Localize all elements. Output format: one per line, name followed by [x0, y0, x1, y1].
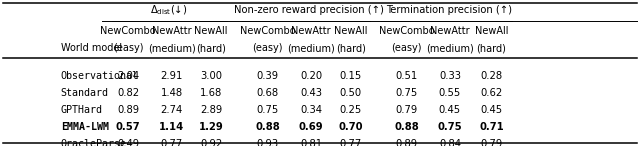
Text: 1.14: 1.14: [159, 122, 184, 132]
Text: 0.77: 0.77: [161, 139, 182, 146]
Text: 0.55: 0.55: [439, 88, 461, 98]
Text: (hard): (hard): [336, 43, 365, 53]
Text: 0.82: 0.82: [117, 88, 139, 98]
Text: NewAttr: NewAttr: [430, 26, 470, 36]
Text: (easy): (easy): [252, 43, 283, 53]
Text: 0.88: 0.88: [255, 122, 280, 132]
Text: 0.75: 0.75: [438, 122, 462, 132]
Text: 0.79: 0.79: [396, 105, 417, 115]
Text: NewAll: NewAll: [334, 26, 367, 36]
Text: 0.81: 0.81: [300, 139, 322, 146]
Text: (medium): (medium): [148, 43, 195, 53]
Text: NewCombo: NewCombo: [100, 26, 156, 36]
Text: 0.15: 0.15: [340, 71, 362, 81]
Text: 0.89: 0.89: [117, 105, 139, 115]
Text: 2.74: 2.74: [161, 105, 182, 115]
Text: 0.89: 0.89: [396, 139, 417, 146]
Text: (easy): (easy): [113, 43, 143, 53]
Text: NewAttr: NewAttr: [152, 26, 191, 36]
Text: OracleParse: OracleParse: [61, 139, 127, 146]
Text: 0.79: 0.79: [481, 139, 502, 146]
Text: 0.70: 0.70: [339, 122, 363, 132]
Text: 0.49: 0.49: [117, 139, 139, 146]
Text: (medium): (medium): [287, 43, 335, 53]
Text: (hard): (hard): [196, 43, 226, 53]
Text: 0.34: 0.34: [300, 105, 322, 115]
Text: 0.43: 0.43: [300, 88, 322, 98]
Text: NewAll: NewAll: [475, 26, 508, 36]
Text: NewAttr: NewAttr: [291, 26, 331, 36]
Text: 0.93: 0.93: [257, 139, 278, 146]
Text: 0.50: 0.50: [340, 88, 362, 98]
Text: 0.62: 0.62: [481, 88, 502, 98]
Text: 0.51: 0.51: [396, 71, 417, 81]
Text: 0.45: 0.45: [439, 105, 461, 115]
Text: (easy): (easy): [391, 43, 422, 53]
Text: 0.92: 0.92: [200, 139, 222, 146]
Text: 0.33: 0.33: [439, 71, 461, 81]
Text: 1.29: 1.29: [199, 122, 223, 132]
Text: 3.00: 3.00: [200, 71, 222, 81]
Text: NewCombo: NewCombo: [240, 26, 295, 36]
Text: 0.84: 0.84: [439, 139, 461, 146]
Text: (hard): (hard): [477, 43, 506, 53]
Text: 0.77: 0.77: [340, 139, 362, 146]
Text: 0.45: 0.45: [481, 105, 502, 115]
Text: (medium): (medium): [426, 43, 474, 53]
Text: 2.89: 2.89: [200, 105, 222, 115]
Text: Observational: Observational: [61, 71, 139, 81]
Text: 0.57: 0.57: [116, 122, 140, 132]
Text: 0.88: 0.88: [394, 122, 419, 132]
Text: 0.71: 0.71: [479, 122, 504, 132]
Text: NewCombo: NewCombo: [379, 26, 434, 36]
Text: 0.68: 0.68: [257, 88, 278, 98]
Text: 0.39: 0.39: [257, 71, 278, 81]
Text: Non-zero reward precision (↑): Non-zero reward precision (↑): [234, 5, 384, 15]
Text: Standard: Standard: [61, 88, 109, 98]
Text: 0.75: 0.75: [396, 88, 417, 98]
Text: NewAll: NewAll: [195, 26, 228, 36]
Text: 0.69: 0.69: [299, 122, 323, 132]
Text: 2.04: 2.04: [117, 71, 139, 81]
Text: Δ$_{\mathrm{dist}}$(↓): Δ$_{\mathrm{dist}}$(↓): [150, 3, 188, 17]
Text: 2.91: 2.91: [161, 71, 182, 81]
Text: GPTHard: GPTHard: [61, 105, 103, 115]
Text: 1.48: 1.48: [161, 88, 182, 98]
Text: 0.25: 0.25: [340, 105, 362, 115]
Text: 1.68: 1.68: [200, 88, 222, 98]
Text: Termination precision (↑): Termination precision (↑): [386, 5, 511, 15]
Text: 0.28: 0.28: [481, 71, 502, 81]
Text: 0.20: 0.20: [300, 71, 322, 81]
Text: 0.75: 0.75: [257, 105, 278, 115]
Text: World model: World model: [61, 43, 122, 53]
Text: EMMA-LWM: EMMA-LWM: [61, 122, 109, 132]
